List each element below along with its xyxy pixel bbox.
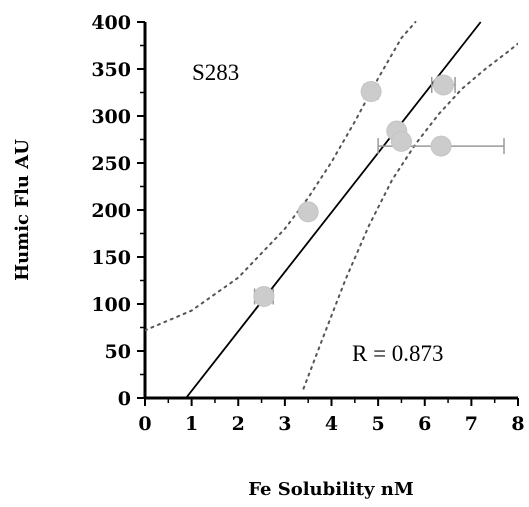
data-point bbox=[253, 285, 275, 307]
x-tick-label: 4 bbox=[325, 413, 338, 435]
y-tick-label: 150 bbox=[91, 247, 131, 269]
data-point bbox=[432, 74, 454, 96]
x-tick-label: 3 bbox=[278, 413, 291, 435]
x-tick-label: 7 bbox=[465, 413, 478, 435]
confidence-lower-line bbox=[302, 42, 518, 390]
y-tick-label: 300 bbox=[91, 106, 131, 128]
x-tick-label: 5 bbox=[372, 413, 385, 435]
x-tick-label: 6 bbox=[418, 413, 431, 435]
x-tick-label: 1 bbox=[185, 413, 198, 435]
data-point bbox=[430, 135, 452, 157]
x-axis-title: Fe Solubility nM bbox=[248, 479, 414, 500]
y-tick-label: 200 bbox=[91, 200, 131, 222]
confidence-upper-line bbox=[145, 21, 417, 332]
data-point bbox=[360, 81, 382, 103]
y-tick-label: 50 bbox=[105, 341, 131, 363]
y-tick-label: 100 bbox=[91, 294, 131, 316]
y-tick-label: 400 bbox=[91, 12, 131, 34]
sample-label: S283 bbox=[192, 60, 239, 85]
x-tick-label: 0 bbox=[138, 413, 151, 435]
y-axis-title: Humic Flu AU bbox=[12, 139, 33, 281]
y-tick-label: 0 bbox=[118, 388, 131, 410]
y-tick-label: 350 bbox=[91, 59, 131, 81]
data-point bbox=[297, 201, 319, 223]
r-value-label: R = 0.873 bbox=[352, 341, 444, 366]
y-tick-label: 250 bbox=[91, 153, 131, 175]
data-point bbox=[390, 130, 412, 152]
plot-area bbox=[145, 21, 518, 398]
axes: 0 1 2 3 4 5 6 7 8 0 50 100 150 200 250 300 350 400 bbox=[91, 12, 524, 435]
x-tick-label: 2 bbox=[232, 413, 245, 435]
x-tick-label: 8 bbox=[511, 413, 524, 435]
